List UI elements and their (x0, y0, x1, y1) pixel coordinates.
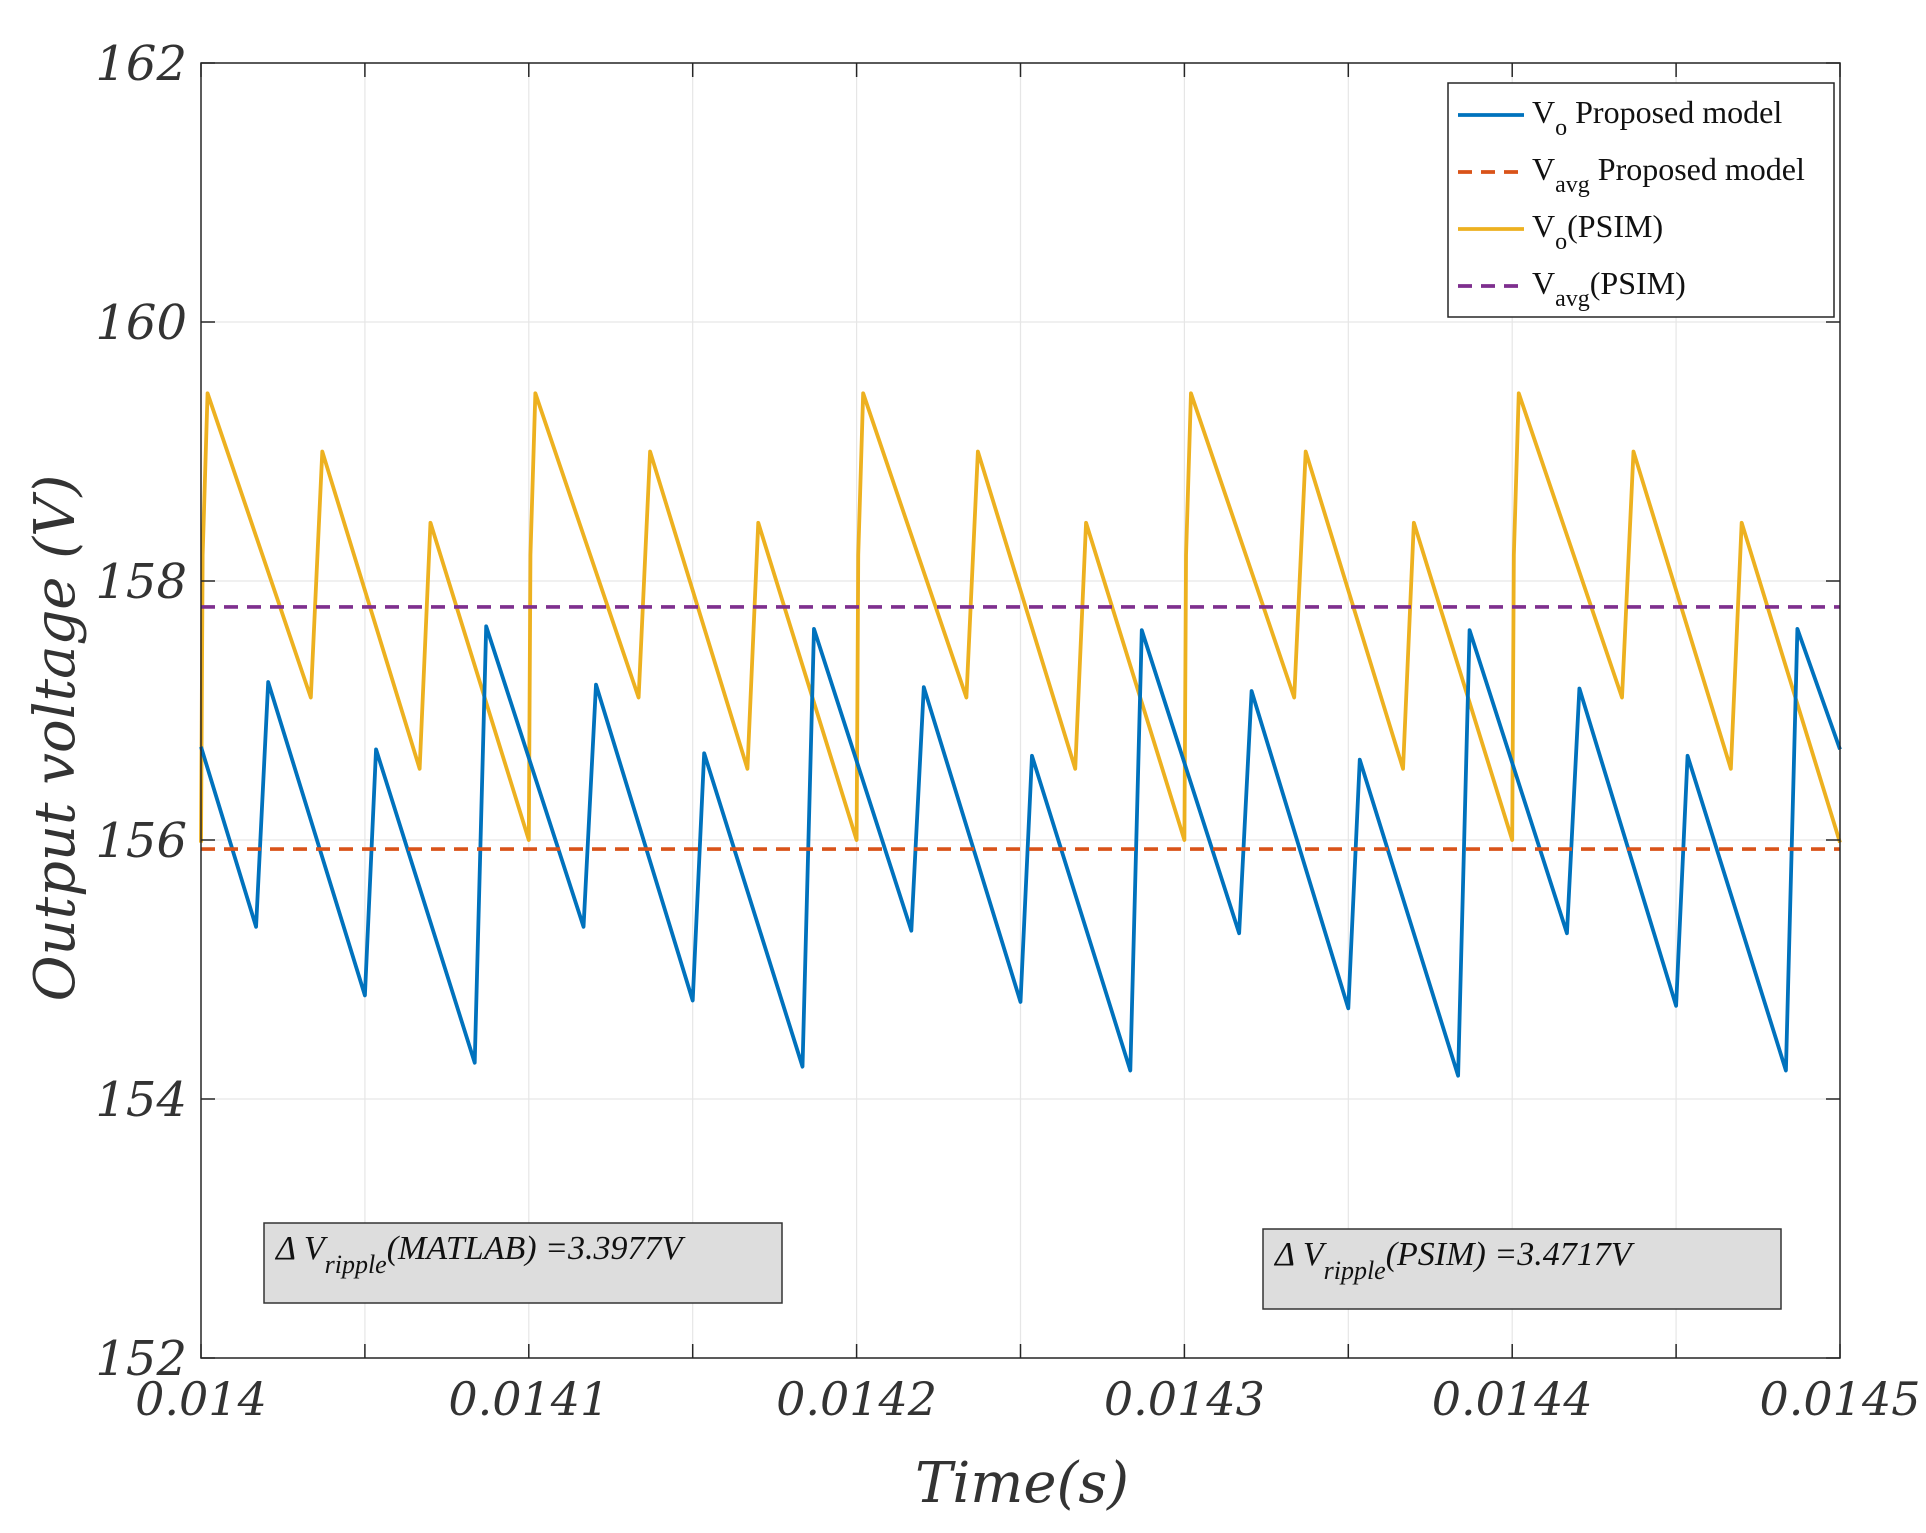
legend-label: Vo Proposed model (1532, 94, 1782, 141)
x-tick-label: 0.0141 (448, 1372, 609, 1426)
legend: Vo Proposed model Vavg Proposed model Vo(P… (1447, 82, 1835, 318)
legend-box (1447, 82, 1835, 318)
y-tick-label: 158 (95, 554, 187, 610)
legend-label: Vavg(PSIM) (1532, 265, 1686, 312)
y-tick-labels: 152 154 156 158 160 162 (95, 36, 187, 1387)
annotation-box (1262, 1228, 1782, 1310)
legend-label: Vavg Proposed model (1532, 151, 1805, 198)
x-tick-label: 0.014 (135, 1372, 267, 1426)
annotation-matlab-ripple: Δ Vripple(MATLAB) =3.3977V (263, 1222, 783, 1304)
annotation-psim-ripple: Δ Vripple(PSIM) =3.4717V (1262, 1228, 1782, 1310)
annotation-text: Δ Vripple(PSIM) =3.4717V (1273, 1236, 1636, 1285)
x-tick-label: 0.0142 (776, 1372, 937, 1426)
annotations: Δ Vripple(MATLAB) =3.3977V Δ Vripple(PSIM… (263, 1222, 1782, 1310)
x-axis-label: Time(s) (915, 1451, 1129, 1516)
annotation-text: Δ Vripple(MATLAB) =3.3977V (274, 1230, 686, 1279)
series-line-vo-psim (199, 391, 1842, 844)
annotation-box (263, 1222, 783, 1304)
x-tick-label: 0.0143 (1104, 1372, 1265, 1426)
x-tick-label: 0.0144 (1432, 1372, 1593, 1426)
y-tick-label: 156 (95, 813, 187, 869)
series-layer (199, 391, 1842, 1078)
x-tick-labels: 0.014 0.0141 0.0142 0.0143 0.0144 0.0145 (135, 1372, 1920, 1426)
y-axis-label: Output voltage (V) (23, 475, 88, 1002)
y-tick-label: 154 (95, 1072, 187, 1128)
y-tick-label: 152 (95, 1331, 187, 1387)
x-tick-label: 0.0145 (1760, 1372, 1921, 1426)
legend-label: Vo(PSIM) (1532, 208, 1663, 255)
ticks (200, 62, 1841, 1359)
y-tick-label: 162 (95, 36, 187, 92)
y-tick-label: 160 (95, 295, 187, 351)
series-line-vo-proposed-model (199, 624, 1842, 1078)
